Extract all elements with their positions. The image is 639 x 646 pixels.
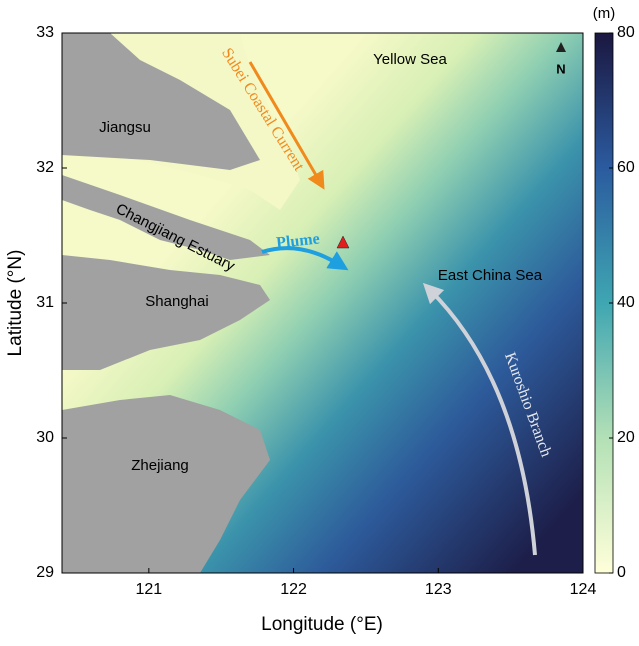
plume-arrow — [261, 246, 349, 271]
y-tick-label: 31 — [36, 294, 54, 311]
land-zhejiang — [62, 395, 270, 573]
land-jiangsu — [62, 33, 260, 170]
colorbar-unit: (m) — [593, 5, 616, 22]
x-tick-label: 123 — [425, 581, 452, 598]
north-label: N — [556, 61, 565, 76]
y-tick-label: 29 — [36, 564, 54, 581]
subei-arrow — [248, 61, 325, 190]
colorbar-tick-label: 40 — [617, 294, 635, 311]
kuroshio-arrow — [422, 282, 537, 556]
place-label: Shanghai — [145, 293, 208, 310]
map-area: N Yellow Sea Jiangsu Subei Coastal Curre… — [61, 32, 584, 574]
y-axis-label: Latitude (°N) — [5, 250, 26, 357]
x-tick-label: 124 — [570, 581, 597, 598]
place-label: Zhejiang — [131, 457, 189, 474]
land-north-bank — [62, 175, 270, 260]
colorbar-tick-label: 20 — [617, 429, 635, 446]
station-marker — [336, 235, 350, 249]
colorbar-tick-label: 80 — [617, 24, 635, 41]
place-label: East China Sea — [438, 267, 543, 284]
place-label: Jiangsu — [99, 119, 151, 136]
y-tick-label: 32 — [36, 159, 54, 176]
north-arrow — [556, 42, 566, 52]
colorbar-tick-label: 0 — [617, 564, 626, 581]
place-label: Plume — [275, 230, 320, 251]
colorbar-tick-label: 60 — [617, 159, 635, 176]
place-label: Yellow Sea — [373, 51, 447, 68]
x-axis-label: Longitude (°E) — [261, 614, 383, 635]
y-tick-label: 30 — [36, 429, 54, 446]
land-shanghai — [62, 255, 270, 370]
x-tick-label: 122 — [280, 581, 307, 598]
x-tick-label: 121 — [135, 581, 162, 598]
y-tick-label: 33 — [36, 24, 54, 41]
